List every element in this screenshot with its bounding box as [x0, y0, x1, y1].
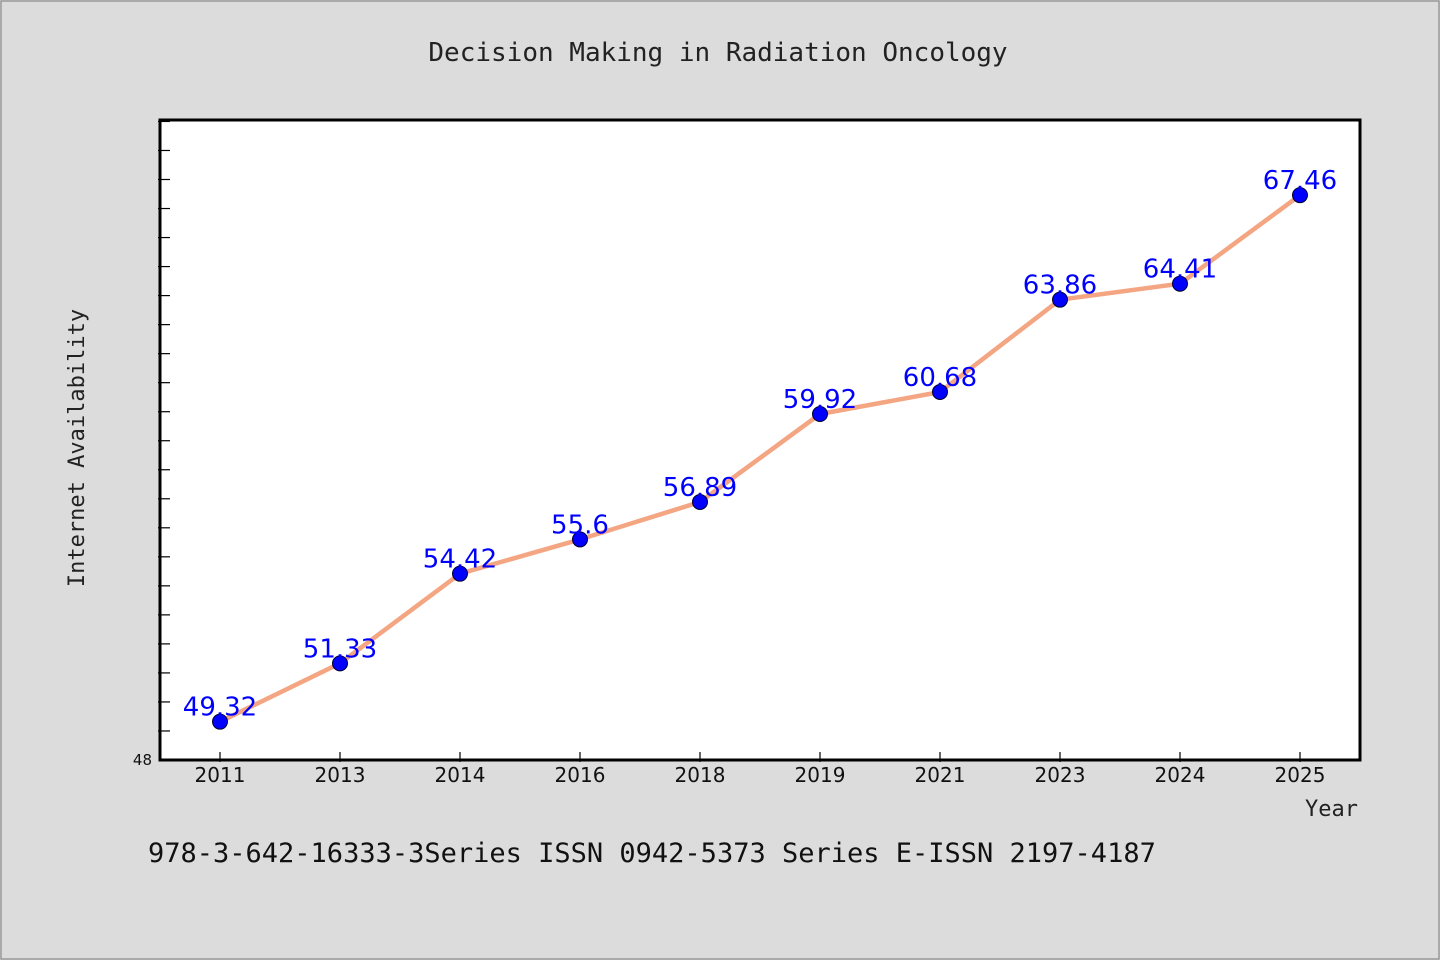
footer-isbn-text: 978-3-642-16333-3Series ISSN 0942-5373 S…: [148, 838, 1156, 869]
data-point: [932, 383, 948, 400]
x-axis-title: Year: [1305, 797, 1358, 822]
data-point: [572, 531, 588, 548]
series-line: [217, 192, 1303, 724]
data-label: 56.89: [663, 473, 737, 503]
data-point: [212, 713, 228, 730]
x-tick-label: 2024: [1155, 763, 1206, 787]
chart-title: Decision Making in Radiation Oncology: [428, 38, 1007, 68]
data-label: 63.86: [1023, 271, 1097, 301]
x-tick-label: 2021: [915, 763, 966, 787]
data-point: [332, 655, 348, 672]
data-point: [692, 493, 708, 510]
plot-frame: [158, 118, 1362, 762]
data-label: 55.6: [551, 510, 609, 540]
data-point: [1172, 275, 1188, 292]
x-tick-label: 2019: [795, 763, 846, 787]
data-point: [452, 565, 468, 582]
x-tick-label: 2013: [315, 763, 366, 787]
x-tick-label: 2014: [435, 763, 486, 787]
data-points: [212, 187, 1308, 730]
x-tick-label: 2016: [555, 763, 606, 787]
x-tick-label: 2025: [1275, 763, 1326, 787]
data-label: 54.42: [423, 545, 497, 575]
x-axis-ticks: 2011 2013 2014 2016 2018 2019 2021 2023 2024 2025: [195, 752, 1326, 787]
data-point: [1292, 187, 1308, 204]
data-label: 67.46: [1263, 166, 1337, 196]
x-tick-label: 2011: [195, 763, 246, 787]
data-label: 59.92: [783, 385, 857, 415]
plot-area: [160, 120, 1360, 760]
data-labels: 49.32 51.33 54.42 55.6 56.89 59.92 60.68 63.86 6…: [183, 166, 1337, 723]
x-tick-label: 2018: [675, 763, 726, 787]
data-point: [1052, 291, 1068, 308]
x-tick-label: 2023: [1035, 763, 1086, 787]
y-axis-title: Internet Availability: [65, 309, 90, 587]
data-label: 49.32: [183, 693, 257, 723]
data-label: 60.68: [903, 363, 977, 393]
data-label: 64.41: [1143, 255, 1217, 285]
y-tick-label: 48: [133, 751, 152, 769]
data-point: [812, 406, 828, 423]
data-label: 51.33: [303, 634, 377, 664]
